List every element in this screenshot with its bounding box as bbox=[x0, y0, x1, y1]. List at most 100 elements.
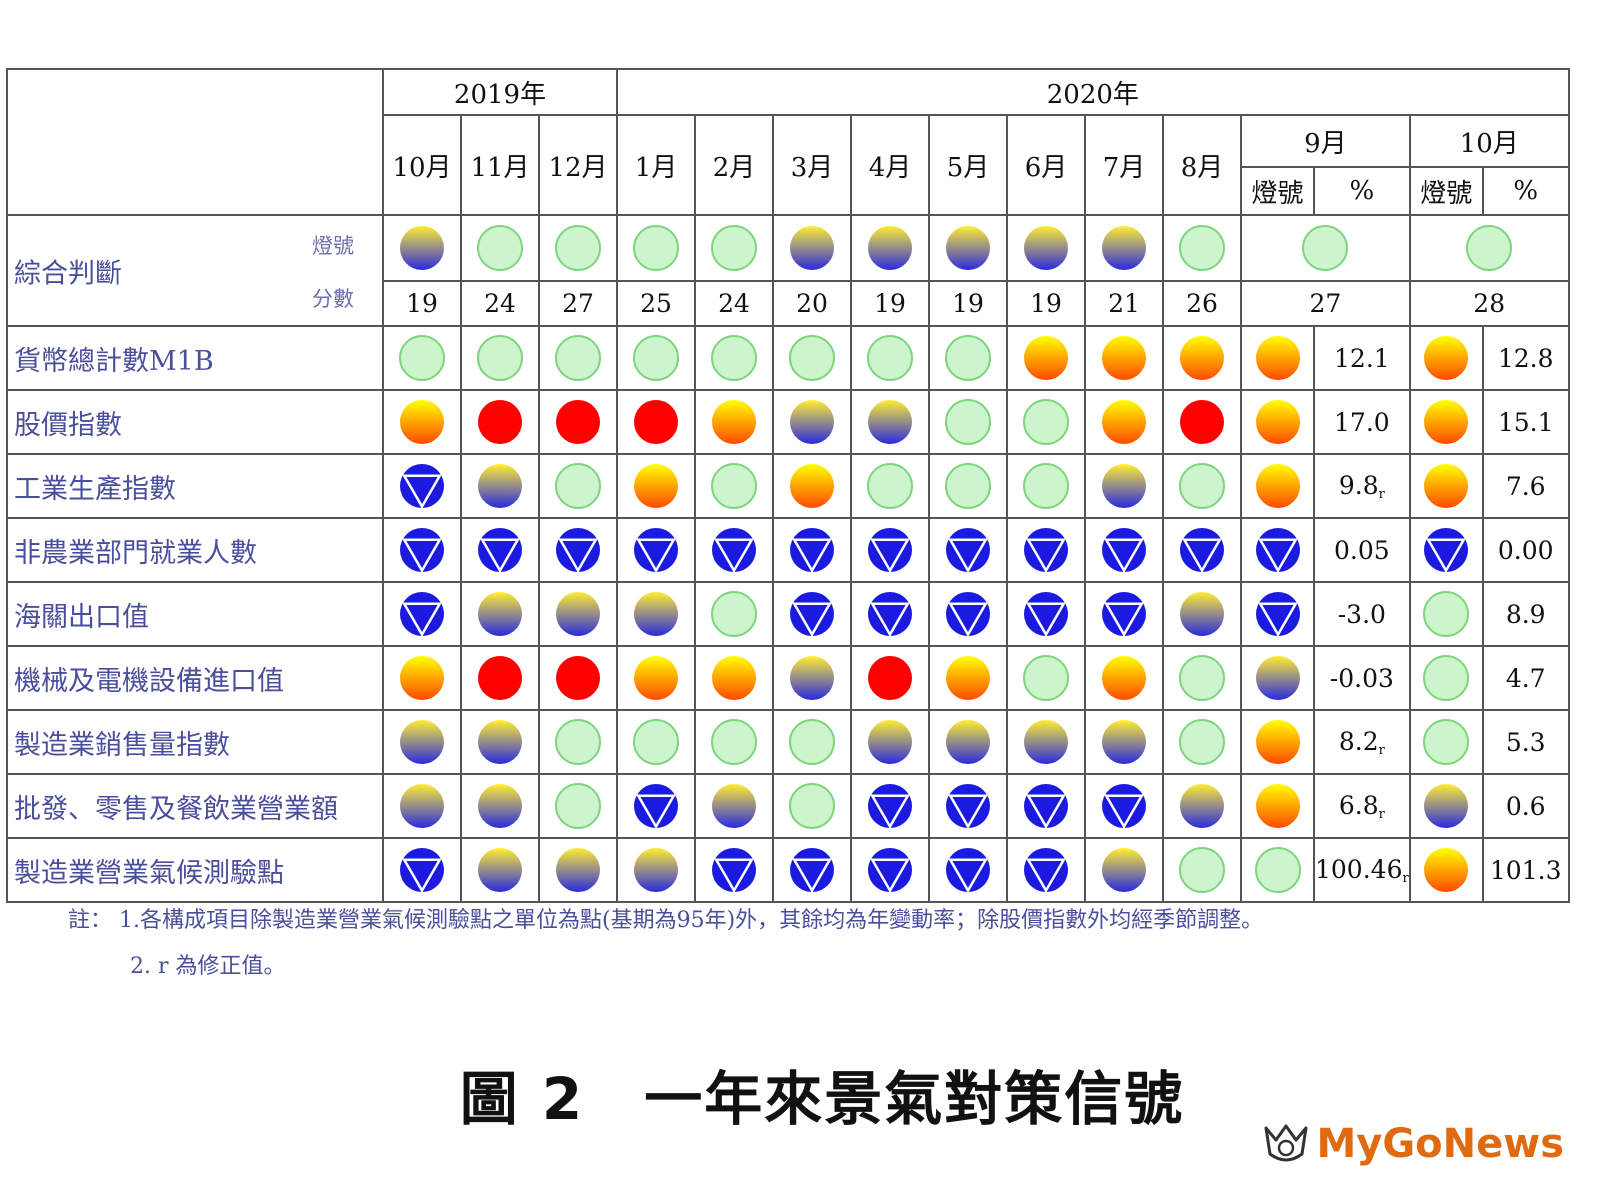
indicator-signal-cell bbox=[1006, 773, 1086, 839]
table-row: 批發、零售及餐飲業營業額 6.8r 0.6 bbox=[6, 773, 1570, 839]
sep-value-cell: 6.8r bbox=[1313, 773, 1411, 839]
summary-score-cell: 28 bbox=[1408, 280, 1570, 327]
summary-score-cell: 27 bbox=[538, 280, 618, 327]
green-light-icon bbox=[477, 335, 523, 381]
indicator-signal-cell bbox=[616, 389, 696, 455]
green-light-icon bbox=[1179, 847, 1225, 893]
green-light-icon bbox=[1423, 591, 1470, 637]
green-light-icon bbox=[711, 719, 757, 765]
yellow-red-light-icon bbox=[1102, 656, 1146, 700]
yellow-blue-light-icon bbox=[1024, 226, 1068, 270]
yellow-blue-light-icon bbox=[478, 464, 522, 508]
oct-value-cell: 0.00 bbox=[1481, 517, 1570, 583]
oct-percent-subheader: % bbox=[1481, 166, 1570, 216]
yellow-blue-light-icon bbox=[790, 400, 834, 444]
yellow-red-light-icon bbox=[1255, 336, 1300, 380]
oct-value-cell: 12.8 bbox=[1481, 325, 1570, 391]
indicator-signal-cell bbox=[850, 581, 930, 647]
summary-signal-cell bbox=[1240, 214, 1411, 282]
indicator-signal-cell bbox=[538, 709, 618, 775]
yellow-blue-light-icon bbox=[868, 400, 912, 444]
yellow-blue-light-icon bbox=[1102, 464, 1146, 508]
yellow-red-light-icon bbox=[400, 400, 444, 444]
sep-value-cell: 12.1 bbox=[1313, 325, 1411, 391]
yellow-red-light-icon bbox=[634, 464, 678, 508]
green-light-icon bbox=[555, 463, 601, 509]
green-light-icon bbox=[633, 719, 679, 765]
green-light-icon bbox=[1023, 399, 1069, 445]
indicator-signal-cell bbox=[694, 453, 774, 519]
logo-text: MyGoNews bbox=[1316, 1121, 1564, 1167]
summary-score-cell: 19 bbox=[382, 280, 462, 327]
sep-value-cell: -0.03 bbox=[1313, 645, 1411, 711]
month-header: 10月 bbox=[382, 114, 462, 216]
indicator-signal-cell bbox=[616, 645, 696, 711]
sep-value: 6.8 bbox=[1338, 790, 1379, 820]
indicator-label: 工業生產指數 bbox=[6, 453, 384, 519]
green-light-icon bbox=[789, 783, 835, 829]
indicator-signal-cell bbox=[460, 325, 540, 391]
month-header: 1月 bbox=[616, 114, 696, 216]
yellow-red-light-icon bbox=[1102, 336, 1146, 380]
indicator-signal-cell bbox=[460, 709, 540, 775]
green-light-icon bbox=[711, 225, 757, 271]
sep-value: 100.46 bbox=[1315, 854, 1403, 884]
indicator-signal-cell bbox=[1006, 453, 1086, 519]
month-header: 5月 bbox=[928, 114, 1008, 216]
indicator-signal-cell bbox=[1408, 773, 1484, 839]
month-header: 7月 bbox=[1084, 114, 1164, 216]
indicator-signal-cell bbox=[1162, 325, 1242, 391]
blue-light-icon bbox=[1255, 528, 1300, 574]
green-light-icon bbox=[1179, 463, 1225, 509]
yellow-blue-light-icon bbox=[946, 226, 990, 270]
indicator-label: 製造業銷售量指數 bbox=[6, 709, 384, 775]
green-light-icon bbox=[555, 225, 601, 271]
yellow-blue-light-icon bbox=[1102, 720, 1146, 764]
table-row: 貨幣總計數M1B 12.1 12.8 bbox=[6, 325, 1570, 391]
summary-signal-cell bbox=[1162, 214, 1242, 282]
indicator-signal-cell bbox=[1006, 709, 1086, 775]
indicator-signal-cell bbox=[772, 773, 852, 839]
indicator-signal-cell bbox=[1240, 645, 1315, 711]
yellow-red-light-icon bbox=[1424, 336, 1469, 380]
summary-score-cell: 21 bbox=[1084, 280, 1164, 327]
yellow-blue-light-icon bbox=[478, 592, 522, 636]
indicator-signal-cell bbox=[1162, 581, 1242, 647]
indicator-signal-cell bbox=[1162, 773, 1242, 839]
indicator-label: 股價指數 bbox=[6, 389, 384, 455]
indicator-signal-cell bbox=[1084, 709, 1164, 775]
summary-signal-cell bbox=[772, 214, 852, 282]
oct-month-header: 10月 bbox=[1408, 114, 1570, 168]
indicator-signal-cell bbox=[1006, 837, 1086, 903]
table-row: 海關出口值 -3.0 8.9 bbox=[6, 581, 1570, 647]
indicator-signal-cell bbox=[928, 325, 1008, 391]
green-light-icon bbox=[477, 225, 523, 271]
indicator-signal-cell bbox=[928, 581, 1008, 647]
indicator-signal-cell bbox=[1162, 709, 1242, 775]
yellow-blue-light-icon bbox=[1102, 226, 1146, 270]
indicator-signal-cell bbox=[928, 773, 1008, 839]
blue-light-icon bbox=[868, 784, 912, 830]
indicator-signal-cell bbox=[772, 453, 852, 519]
green-light-icon bbox=[711, 463, 757, 509]
indicator-signal-cell bbox=[1006, 517, 1086, 583]
indicator-signal-cell bbox=[694, 773, 774, 839]
summary-score-cell: 26 bbox=[1162, 280, 1242, 327]
red-light-icon bbox=[868, 656, 912, 700]
indicator-signal-cell bbox=[460, 581, 540, 647]
indicator-signal-cell bbox=[694, 325, 774, 391]
indicator-signal-cell bbox=[382, 517, 462, 583]
yellow-blue-light-icon bbox=[634, 848, 678, 892]
summary-signal-cell bbox=[850, 214, 930, 282]
month-header: 8月 bbox=[1162, 114, 1242, 216]
yellow-red-light-icon bbox=[1180, 336, 1224, 380]
sep-value-cell: -3.0 bbox=[1313, 581, 1411, 647]
indicator-signal-cell bbox=[1162, 837, 1242, 903]
summary-score-cell: 19 bbox=[1006, 280, 1086, 327]
yellow-red-light-icon bbox=[1255, 400, 1300, 444]
green-light-icon bbox=[867, 463, 913, 509]
indicator-signal-cell bbox=[694, 837, 774, 903]
indicator-signal-cell bbox=[460, 389, 540, 455]
indicator-signal-cell bbox=[694, 709, 774, 775]
indicator-signal-cell bbox=[382, 325, 462, 391]
